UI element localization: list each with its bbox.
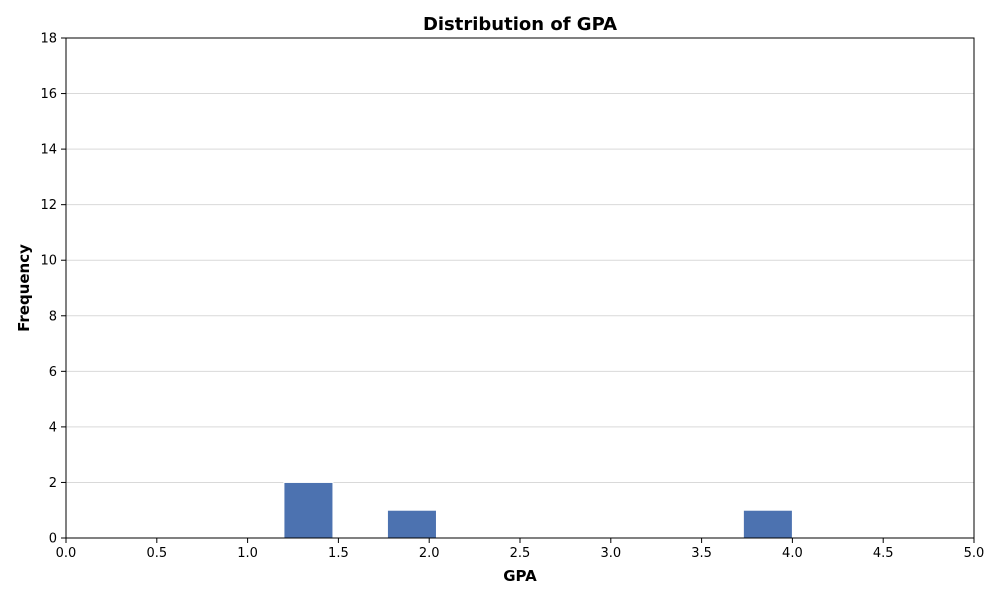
histogram-bar-0 <box>283 481 334 539</box>
x-tick-label-7: 3.5 <box>691 546 712 561</box>
histogram-bar-2 <box>742 509 793 539</box>
x-axis-label: GPA <box>503 567 537 585</box>
histogram-bars <box>283 481 793 539</box>
chart-title: Distribution of GPA <box>423 14 617 35</box>
histogram-bar-1 <box>386 509 437 539</box>
y-tick-label-7: 14 <box>40 143 57 158</box>
x-tick-label-10: 5.0 <box>964 546 985 561</box>
y-tick-label-8: 16 <box>40 87 57 102</box>
x-tick-label-0: 0.0 <box>56 546 77 561</box>
grid-lines <box>66 93 974 483</box>
y-tick-label-1: 2 <box>49 476 57 491</box>
y-tick-label-6: 12 <box>40 198 57 213</box>
x-tick-label-2: 1.0 <box>237 546 258 561</box>
y-tick-label-4: 8 <box>49 309 57 324</box>
x-tick-label-9: 4.5 <box>873 546 894 561</box>
y-tick-label-5: 10 <box>40 254 57 269</box>
plot-area-frame <box>65 37 975 539</box>
x-tick-label-1: 0.5 <box>146 546 167 561</box>
x-axis-ticks: 0.0 0.5 1.0 1.5 2.0 2.5 3.0 3.5 4.0 4.5 5.0 <box>56 538 985 561</box>
y-tick-label-3: 6 <box>49 365 57 380</box>
x-tick-label-5: 2.5 <box>510 546 531 561</box>
x-tick-label-6: 3.0 <box>600 546 621 561</box>
y-tick-label-2: 4 <box>49 420 57 435</box>
x-tick-label-3: 1.5 <box>328 546 349 561</box>
y-axis-label: Frequency <box>15 244 33 332</box>
y-tick-label-9: 18 <box>40 32 57 47</box>
x-tick-label-4: 2.0 <box>419 546 440 561</box>
x-tick-label-8: 4.0 <box>782 546 803 561</box>
y-axis-ticks: 0 2 4 6 8 10 12 14 16 18 <box>40 32 66 547</box>
y-tick-label-0: 0 <box>49 532 57 547</box>
